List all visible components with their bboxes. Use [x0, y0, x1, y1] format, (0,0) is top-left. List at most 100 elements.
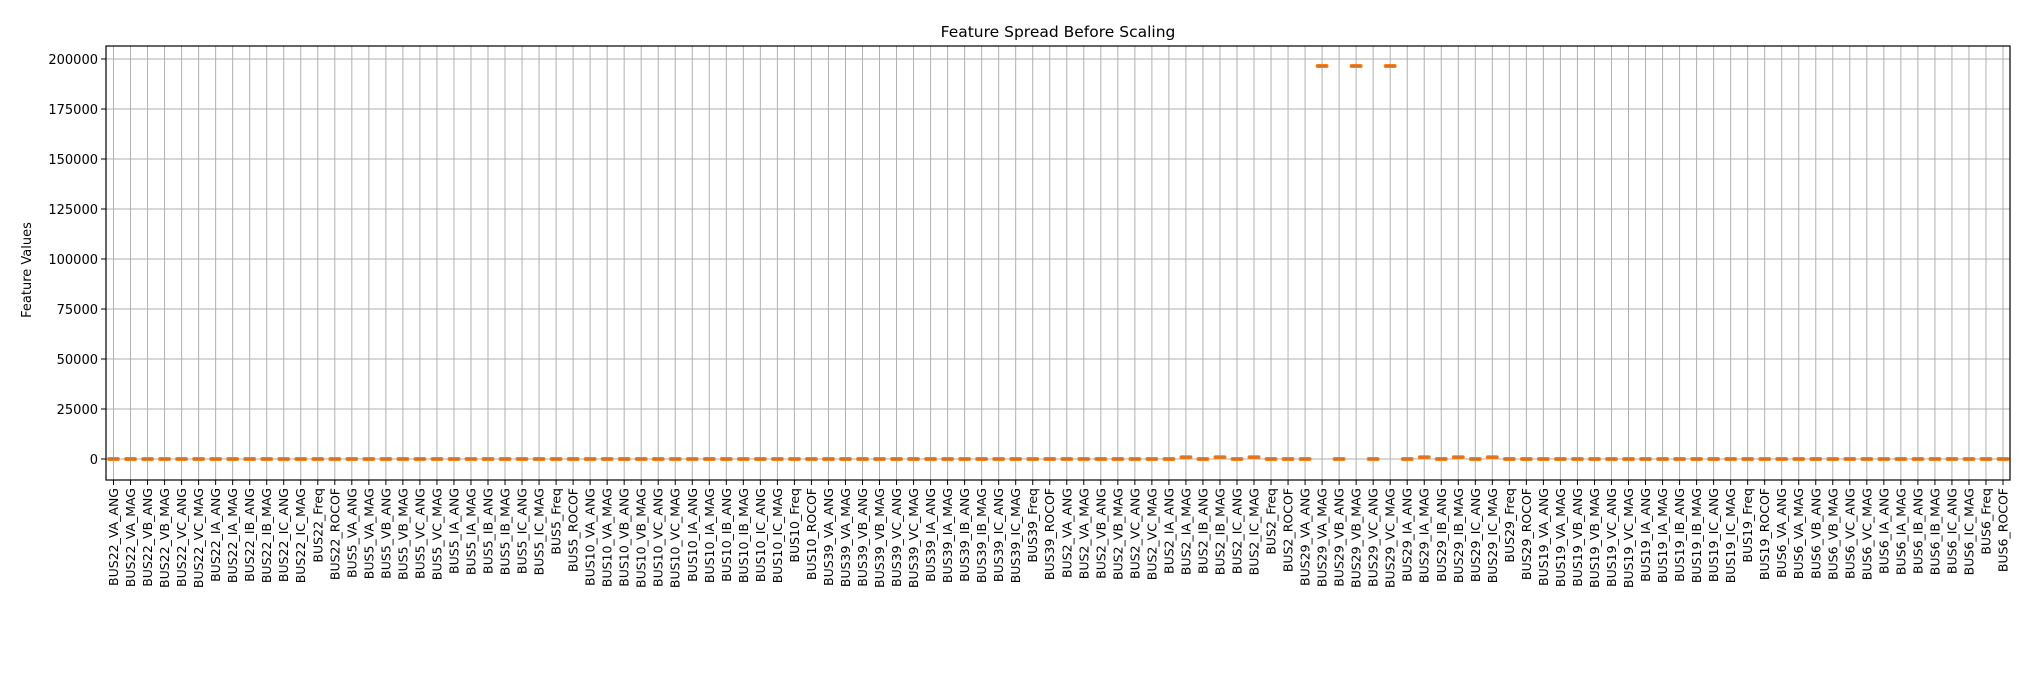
box-BUS39_VB_ANG — [855, 457, 869, 461]
box-BUS29_IA_MAG — [1417, 455, 1431, 460]
x-tick-label: BUS22_IA_MAG — [225, 488, 240, 583]
x-tick-label: BUS29_IC_ANG — [1468, 488, 1483, 582]
box-BUS5_VA_MAG — [362, 457, 376, 461]
box-BUS29_Freq — [1502, 457, 1516, 461]
box-BUS19_IA_MAG — [1656, 457, 1670, 461]
box-BUS2_VC_MAG — [1145, 457, 1159, 461]
box-BUS2_VB_ANG — [1094, 457, 1108, 461]
plot-frame — [105, 45, 2011, 481]
x-tick-label: BUS39_IA_ANG — [923, 488, 938, 582]
box-BUS10_Freq — [787, 457, 801, 461]
x-tick-label: BUS39_IC_MAG — [1008, 488, 1023, 583]
x-tick-label: BUS39_IB_MAG — [974, 488, 989, 583]
box-BUS39_Freq — [1026, 457, 1040, 461]
x-tick-label: BUS6_ROCOF — [1996, 488, 2011, 572]
box-BUS6_VA_ANG — [1775, 457, 1789, 461]
box-BUS5_ROCOF — [566, 457, 580, 461]
box-BUS29_VC_MAG — [1383, 64, 1397, 68]
box-BUS22_IA_ANG — [209, 457, 223, 461]
box-BUS39_IA_MAG — [941, 457, 955, 461]
box-BUS6_IC_MAG — [1962, 457, 1976, 461]
x-tick-label: BUS29_IB_MAG — [1451, 488, 1466, 583]
box-BUS6_Freq — [1979, 457, 1993, 461]
x-tick-label: BUS39_ROCOF — [1042, 488, 1057, 580]
box-BUS6_VC_MAG — [1860, 457, 1874, 461]
box-BUS6_IA_MAG — [1894, 457, 1908, 461]
y-tick-label: 50000 — [57, 353, 98, 368]
box-BUS6_ROCOF — [1996, 457, 2010, 461]
x-tick-label: BUS19_VA_ANG — [1536, 488, 1551, 586]
box-BUS6_VC_ANG — [1843, 457, 1857, 461]
x-tick-label: BUS6_IB_ANG — [1910, 488, 1925, 574]
x-tick-label: BUS39_VB_ANG — [855, 488, 870, 587]
box-BUS5_IA_ANG — [447, 457, 461, 461]
box-BUS39_IB_MAG — [975, 457, 989, 461]
box-BUS6_IA_ANG — [1877, 457, 1891, 461]
box-BUS39_VA_MAG — [838, 457, 852, 461]
box-BUS10_VB_ANG — [617, 457, 631, 461]
x-tick-label: BUS5_ROCOF — [566, 488, 581, 572]
x-tick-label: BUS39_VC_ANG — [889, 488, 904, 587]
x-tick-label: BUS22_IB_ANG — [242, 488, 257, 582]
y-tick-label: 25000 — [57, 403, 98, 418]
x-tick-label: BUS19_VA_MAG — [1553, 488, 1568, 587]
box-BUS5_IB_MAG — [498, 457, 512, 461]
box-BUS10_VA_MAG — [600, 457, 614, 461]
box-BUS10_IA_MAG — [702, 457, 716, 461]
x-tick-label: BUS5_IB_MAG — [498, 488, 513, 575]
box-BUS10_VC_ANG — [651, 457, 665, 461]
box-BUS29_VB_MAG — [1349, 64, 1363, 68]
x-tick-label: BUS5_Freq — [549, 488, 564, 555]
x-tick-label: BUS2_IC_ANG — [1229, 488, 1244, 574]
x-tick-label: BUS29_ROCOF — [1519, 488, 1534, 580]
x-tick-label: BUS22_IB_MAG — [259, 488, 274, 583]
x-tick-label: BUS29_IC_MAG — [1485, 488, 1500, 583]
x-tick-label: BUS6_VC_MAG — [1859, 488, 1874, 580]
box-BUS10_IB_MAG — [736, 457, 750, 461]
box-BUS10_VB_MAG — [634, 457, 648, 461]
x-tick-label: BUS19_Freq — [1740, 488, 1755, 563]
box-BUS10_IC_MAG — [770, 457, 784, 461]
x-tick-label: BUS6_VC_ANG — [1842, 488, 1857, 579]
x-tick-label: BUS29_IA_MAG — [1417, 488, 1432, 583]
x-tick-label: BUS19_ROCOF — [1757, 488, 1772, 580]
x-tick-label: BUS19_IA_ANG — [1638, 488, 1653, 582]
x-tick-label: BUS39_VC_MAG — [906, 488, 921, 588]
box-BUS19_Freq — [1741, 457, 1755, 461]
x-tick-label: BUS19_VB_MAG — [1587, 488, 1602, 588]
box-BUS22_Freq — [311, 457, 325, 461]
x-tick-label: BUS2_IA_MAG — [1178, 488, 1193, 575]
x-tick-label: BUS39_IC_ANG — [991, 488, 1006, 582]
box-BUS2_IB_MAG — [1213, 455, 1227, 460]
box-BUS22_IB_MAG — [260, 457, 274, 461]
x-tick-label: BUS6_IA_MAG — [1893, 488, 1908, 575]
x-tick-label: BUS39_VA_MAG — [838, 488, 853, 587]
box-BUS19_IB_MAG — [1690, 457, 1704, 461]
box-BUS2_IA_MAG — [1179, 455, 1193, 460]
x-tick-label: BUS29_Freq — [1502, 488, 1517, 563]
x-tick-label: BUS10_VB_MAG — [634, 488, 649, 588]
x-tick-label: BUS6_IB_MAG — [1927, 488, 1942, 575]
box-BUS39_IC_MAG — [1009, 457, 1023, 461]
box-BUS29_ROCOF — [1519, 457, 1533, 461]
box-BUS39_IB_ANG — [958, 457, 972, 461]
box-BUS19_IC_ANG — [1707, 457, 1721, 461]
box-BUS22_IC_ANG — [277, 457, 291, 461]
x-tick-label: BUS29_IA_ANG — [1400, 488, 1415, 582]
box-BUS2_VC_ANG — [1128, 457, 1142, 461]
x-tick-label: BUS5_IA_ANG — [446, 488, 461, 574]
box-BUS19_IC_MAG — [1724, 457, 1738, 461]
x-tick-label: BUS22_VA_ANG — [106, 488, 121, 586]
x-tick-label: BUS39_Freq — [1025, 488, 1040, 563]
box-BUS6_VB_MAG — [1826, 457, 1840, 461]
box-BUS5_VB_ANG — [379, 457, 393, 461]
y-axis-label: Feature Values — [20, 222, 35, 318]
x-tick-label: BUS22_VB_ANG — [140, 488, 155, 587]
x-tick-label: BUS6_IA_ANG — [1876, 488, 1891, 574]
x-tick-label: BUS5_IB_ANG — [480, 488, 495, 574]
x-tick-label: BUS22_IC_ANG — [276, 488, 291, 582]
x-tick-label: BUS19_IC_MAG — [1723, 488, 1738, 583]
x-tick-label: BUS10_IB_ANG — [719, 488, 734, 582]
x-tick-label: BUS6_VB_MAG — [1825, 488, 1840, 580]
y-tick-label: 175000 — [48, 103, 98, 118]
